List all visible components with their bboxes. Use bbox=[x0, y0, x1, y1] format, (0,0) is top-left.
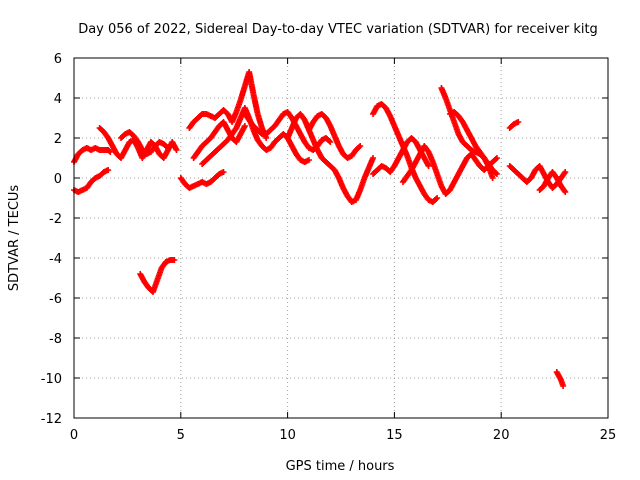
data-point-marker bbox=[560, 383, 567, 389]
data-point-marker bbox=[106, 148, 113, 154]
y-tick-label: 6 bbox=[54, 52, 62, 67]
data-point-marker bbox=[433, 196, 440, 202]
data-point-marker bbox=[164, 145, 171, 151]
data-point-marker bbox=[515, 119, 522, 125]
x-tick-label: 5 bbox=[177, 428, 185, 443]
data-point-marker bbox=[357, 143, 364, 149]
data-points bbox=[71, 69, 569, 389]
data-point-marker bbox=[241, 123, 248, 129]
series-arc-2 bbox=[71, 167, 112, 195]
series-arc-15 bbox=[399, 143, 500, 197]
y-tick-label: -6 bbox=[49, 292, 62, 307]
series-arc-18 bbox=[506, 119, 522, 131]
series-arc-4 bbox=[117, 129, 171, 157]
y-tick-label: 2 bbox=[54, 132, 62, 147]
series-arc-6 bbox=[177, 169, 227, 191]
data-point-marker bbox=[425, 163, 432, 169]
data-point-marker bbox=[305, 157, 312, 163]
y-tick-label: -10 bbox=[41, 372, 62, 387]
series-arc-21 bbox=[553, 369, 567, 389]
series-arc-1 bbox=[71, 145, 114, 165]
plot-frame bbox=[73, 57, 609, 419]
x-tick-label: 20 bbox=[493, 428, 510, 443]
y-axis-label: SDTVAR / TECUs bbox=[7, 185, 22, 292]
data-point-marker bbox=[493, 171, 500, 177]
series-arc-12 bbox=[305, 111, 364, 161]
y-tick-label: 4 bbox=[54, 92, 62, 107]
data-point-marker bbox=[492, 156, 499, 162]
data-point-marker bbox=[434, 195, 441, 201]
series-arc-7 bbox=[186, 69, 270, 141]
grid bbox=[74, 58, 608, 418]
data-point-marker bbox=[220, 169, 227, 175]
data-point-marker bbox=[173, 147, 180, 153]
y-tick-label: -8 bbox=[49, 332, 62, 347]
data-point-marker bbox=[356, 144, 363, 150]
x-tick-label: 25 bbox=[600, 428, 617, 443]
x-tick-label: 0 bbox=[70, 428, 78, 443]
series-arc-20 bbox=[536, 169, 569, 195]
data-point-marker bbox=[327, 139, 334, 145]
data-point-marker bbox=[562, 169, 569, 175]
data-point-marker bbox=[489, 175, 496, 181]
x-axis-label: GPS time / hours bbox=[286, 459, 395, 474]
chart-title: Day 056 of 2022, Sidereal Day-to-day VTE… bbox=[78, 22, 598, 37]
series-arc-14 bbox=[370, 135, 432, 177]
series-arc-5 bbox=[137, 257, 178, 295]
data-point-marker bbox=[562, 189, 569, 195]
data-point-marker bbox=[171, 257, 178, 263]
data-point-marker bbox=[492, 170, 499, 176]
x-tick-label: 15 bbox=[386, 428, 403, 443]
y-tick-label: -12 bbox=[41, 412, 62, 427]
data-point-marker bbox=[105, 167, 112, 173]
y-tick-label: 0 bbox=[54, 172, 62, 187]
data-point-marker bbox=[370, 155, 377, 161]
series-arc-17 bbox=[446, 109, 500, 177]
y-tick-label: -2 bbox=[49, 212, 62, 227]
y-tick-label: -4 bbox=[49, 252, 62, 267]
data-point-marker bbox=[163, 144, 170, 150]
x-tick-label: 10 bbox=[279, 428, 296, 443]
data-point-marker bbox=[493, 155, 500, 161]
data-point-marker bbox=[326, 138, 333, 144]
